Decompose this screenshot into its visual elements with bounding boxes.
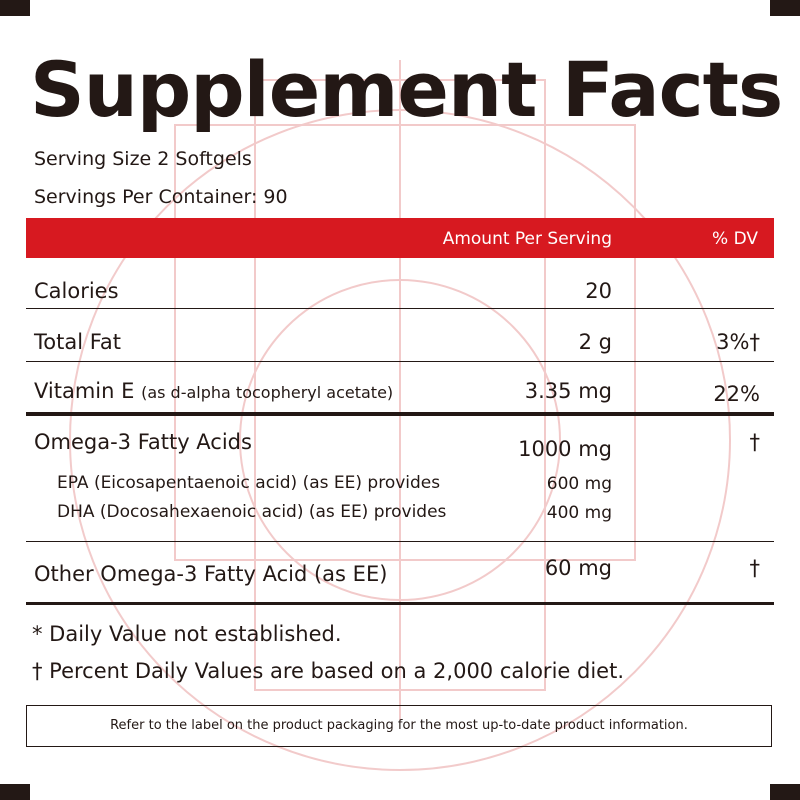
servings-per-container: Servings Per Container: 90	[34, 186, 288, 208]
nutrient-name-omega-3: Omega-3 Fatty Acids	[34, 430, 252, 454]
subrow-amount-epa: 600 mg	[546, 474, 612, 494]
corner-mark-top-right	[770, 0, 800, 16]
dv-header: % DV	[712, 229, 758, 249]
row-divider	[26, 361, 774, 362]
nutrient-amount-calories: 20	[585, 279, 612, 303]
nutrient-name-vitamin-e-label: Vitamin E	[34, 379, 135, 403]
disclaimer-box: Refer to the label on the product packag…	[26, 705, 772, 747]
amount-per-serving-header: Amount Per Serving	[442, 229, 612, 249]
row-divider	[26, 541, 774, 542]
subrow-name-dha: DHA (Docosahexaenoic acid) (as EE) provi…	[57, 502, 447, 522]
disclaimer-text: Refer to the label on the product packag…	[110, 718, 688, 733]
corner-mark-bottom-right	[770, 784, 800, 800]
nutrient-amount-vitamin-e: 3.35 mg	[524, 379, 612, 403]
subrow-amount-dha: 400 mg	[546, 503, 612, 523]
nutrient-name-calories: Calories	[34, 279, 119, 303]
serving-size: Serving Size 2 Softgels	[34, 148, 252, 170]
corner-mark-bottom-left	[0, 784, 30, 800]
nutrient-amount-total-fat: 2 g	[578, 330, 612, 354]
nutrient-amount-other-omega-3: 60 mg	[544, 556, 612, 580]
nutrient-note-vitamin-e: (as d-alpha tocopheryl acetate)	[141, 383, 394, 402]
nutrient-amount-omega-3: 1000 mg	[518, 437, 612, 461]
corner-mark-top-left	[0, 0, 30, 16]
nutrient-name-vitamin-e: Vitamin E (as d-alpha tocopheryl acetate…	[34, 378, 393, 406]
footnote-percent-basis: † Percent Daily Values are based on a 2,…	[32, 659, 624, 683]
header-bar	[26, 218, 774, 258]
footnote-daily-value: * Daily Value not established.	[32, 622, 342, 646]
nutrient-name-other-omega-3: Other Omega-3 Fatty Acid (as EE)	[34, 562, 388, 586]
thick-divider	[26, 412, 774, 416]
nutrient-dv-total-fat: 3%†	[716, 330, 760, 354]
nutrient-name-total-fat: Total Fat	[34, 330, 121, 354]
nutrient-dv-other-omega-3: †	[749, 556, 761, 580]
nutrient-dv-omega-3: †	[749, 430, 761, 454]
panel-title: Supplement Facts	[30, 45, 783, 134]
row-divider	[26, 308, 774, 309]
subrow-name-epa: EPA (Eicosapentaenoic acid) (as EE) prov…	[57, 473, 441, 493]
nutrient-dv-vitamin-e: 22%	[713, 382, 760, 406]
thick-divider	[26, 602, 774, 605]
